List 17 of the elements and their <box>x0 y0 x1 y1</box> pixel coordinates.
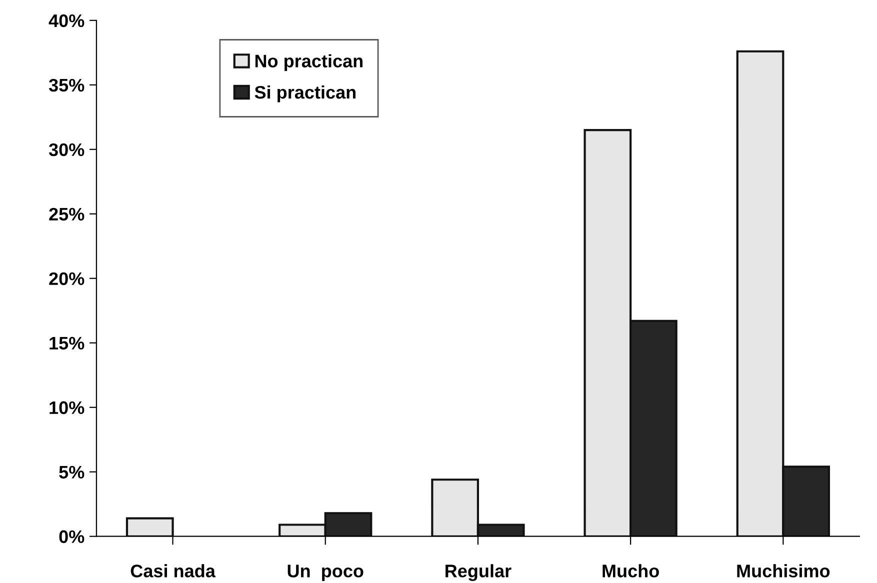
y-tick-label: 30% <box>48 143 84 156</box>
y-tick-label: 25% <box>49 208 84 221</box>
y-tick-label: 20% <box>49 272 84 286</box>
x-tick-label: Mucho <box>602 564 659 578</box>
bar <box>126 517 174 536</box>
y-tick-label: 15% <box>50 336 84 350</box>
y-tick-label: 40% <box>48 14 84 28</box>
x-tick-label: Un poco <box>288 564 364 581</box>
y-tick-label: 35% <box>48 78 84 92</box>
legend-label: No practican <box>255 54 362 72</box>
y-tick-label: 0% <box>59 530 84 544</box>
x-tick-label: Muchisimo <box>737 564 830 578</box>
y-tick-label: 10% <box>50 401 84 414</box>
x-tick-label: Regular <box>446 564 512 582</box>
y-tick-label: 5% <box>59 466 84 479</box>
x-tick-label: Casi nada <box>130 564 216 578</box>
legend-label: Si practican <box>254 85 356 102</box>
